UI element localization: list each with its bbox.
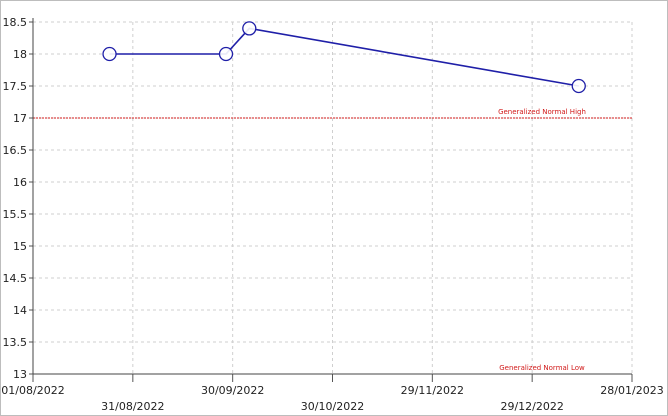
y-tick-label: 17.5 xyxy=(3,80,28,93)
grid-lines xyxy=(32,21,633,375)
x-tick-label: 29/12/2022 xyxy=(500,400,563,413)
x-tick-label: 30/09/2022 xyxy=(201,384,264,397)
data-point-marker[interactable] xyxy=(102,46,117,62)
y-tick-label: 15 xyxy=(13,240,27,253)
series xyxy=(102,21,586,94)
x-tick-label: 31/08/2022 xyxy=(101,400,164,413)
y-tick-label: 14.5 xyxy=(3,272,28,285)
reference-line-label: Generalized Normal Low xyxy=(499,364,585,372)
data-point-marker[interactable] xyxy=(571,78,586,94)
y-tick-label: 18.5 xyxy=(3,16,28,29)
y-tick-label: 13 xyxy=(13,368,27,381)
series-line xyxy=(109,27,579,87)
data-point-marker[interactable] xyxy=(218,46,234,62)
reference-line-label: Generalized Normal High xyxy=(498,108,586,116)
x-tick-label: 29/11/2022 xyxy=(401,384,464,397)
y-tick-label: 15.5 xyxy=(3,208,28,221)
x-tick-label: 30/10/2022 xyxy=(301,400,364,413)
y-tick-label: 13.5 xyxy=(3,336,28,349)
y-tick-label: 14 xyxy=(13,304,27,317)
y-tick-label: 16 xyxy=(13,176,27,189)
y-tick-label: 17 xyxy=(13,112,27,125)
tick-labels: 13 13.5 14 14.5 15 15.5 16 16.5 17 17.5 18 18.5 01/0… xyxy=(1,16,663,413)
x-tick-label: 01/08/2022 xyxy=(1,384,64,397)
data-point-marker[interactable] xyxy=(242,21,257,36)
y-tick-label: 16.5 xyxy=(3,144,28,157)
x-tick-label: 28/01/2023 xyxy=(600,384,663,397)
y-tick-label: 18 xyxy=(13,48,27,61)
axes xyxy=(29,18,633,382)
